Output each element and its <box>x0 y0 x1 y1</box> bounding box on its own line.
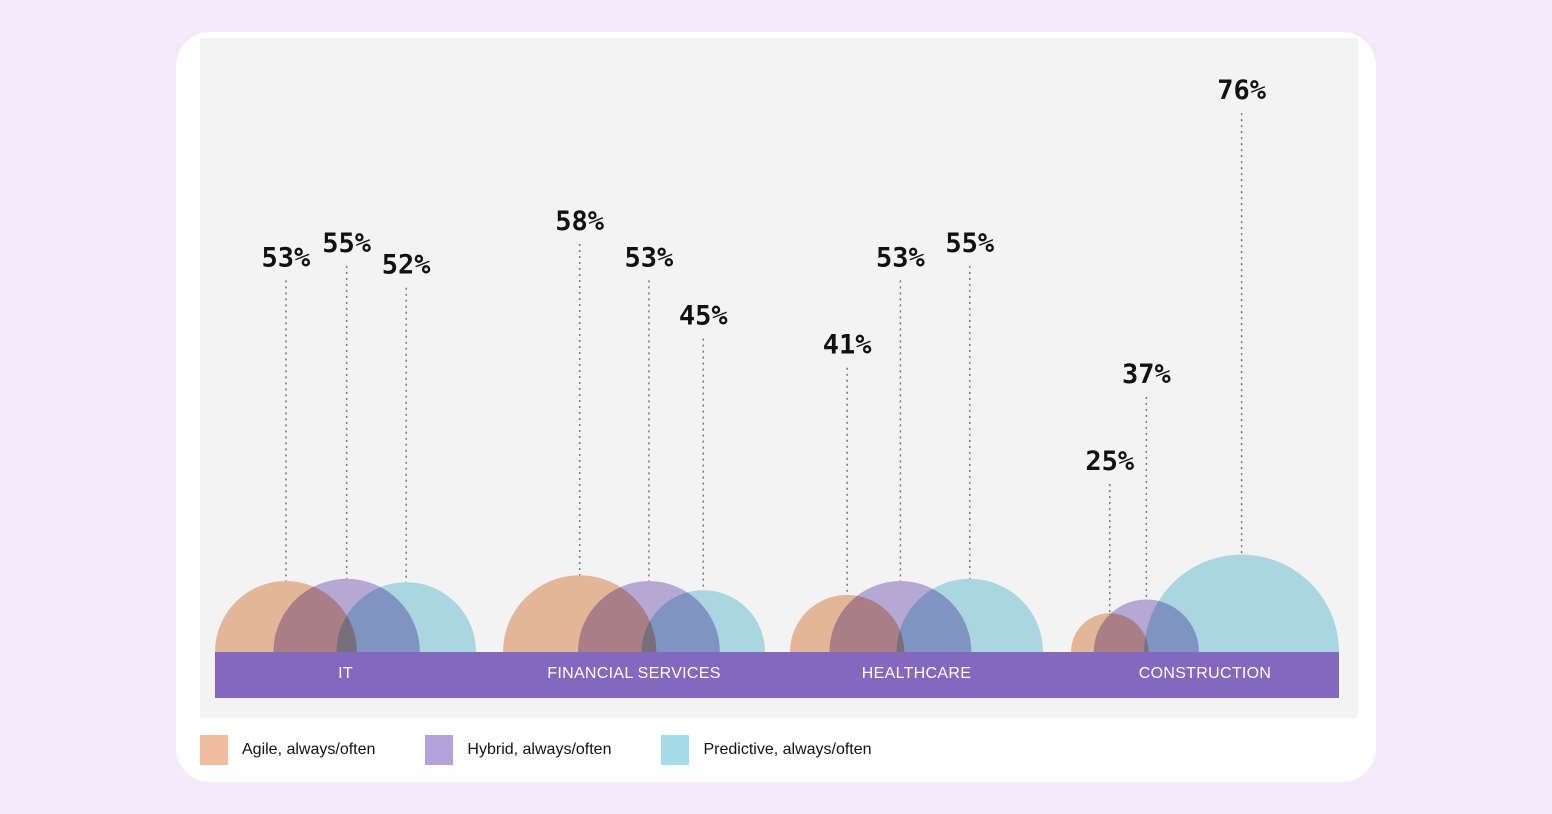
legend-label-hybrid: Hybrid, always/often <box>467 741 612 758</box>
category-label-2: HEALTHCARE <box>862 665 971 682</box>
value-label-agile-3: 25% <box>1085 446 1135 477</box>
bubble-predictive-0 <box>336 582 476 652</box>
category-label-3: CONSTRUCTION <box>1139 665 1271 682</box>
value-label-hybrid-1: 53% <box>625 242 675 273</box>
legend: Agile, always/often Hybrid, always/often… <box>200 735 922 765</box>
legend-swatch-agile <box>200 735 228 765</box>
category-label-0: IT <box>338 665 353 682</box>
bubble-predictive-3 <box>1144 554 1339 652</box>
legend-swatch-predictive <box>661 735 690 765</box>
value-label-predictive-2: 55% <box>945 228 995 259</box>
bubble-predictive-2 <box>896 578 1043 652</box>
legend-label-predictive: Predictive, always/often <box>703 741 872 758</box>
value-label-agile-1: 58% <box>555 206 605 237</box>
value-label-predictive-0: 52% <box>382 250 432 281</box>
value-label-hybrid-3: 37% <box>1122 359 1172 390</box>
value-label-predictive-1: 45% <box>679 301 729 332</box>
legend-item-hybrid: Hybrid, always/often <box>425 735 611 765</box>
legend-label-agile: Agile, always/often <box>242 741 376 758</box>
legend-item-predictive: Predictive, always/often <box>661 735 872 765</box>
category-label-1: FINANCIAL SERVICES <box>547 665 720 682</box>
value-label-hybrid-0: 55% <box>322 228 372 259</box>
value-label-agile-0: 53% <box>262 242 312 273</box>
bubble-predictive-1 <box>641 590 765 652</box>
value-label-predictive-3: 76% <box>1217 75 1267 106</box>
legend-swatch-hybrid <box>425 735 454 765</box>
value-label-hybrid-2: 53% <box>876 242 926 273</box>
category-bar <box>215 652 1339 698</box>
value-label-agile-2: 41% <box>823 330 873 361</box>
legend-item-agile: Agile, always/often <box>200 735 375 765</box>
